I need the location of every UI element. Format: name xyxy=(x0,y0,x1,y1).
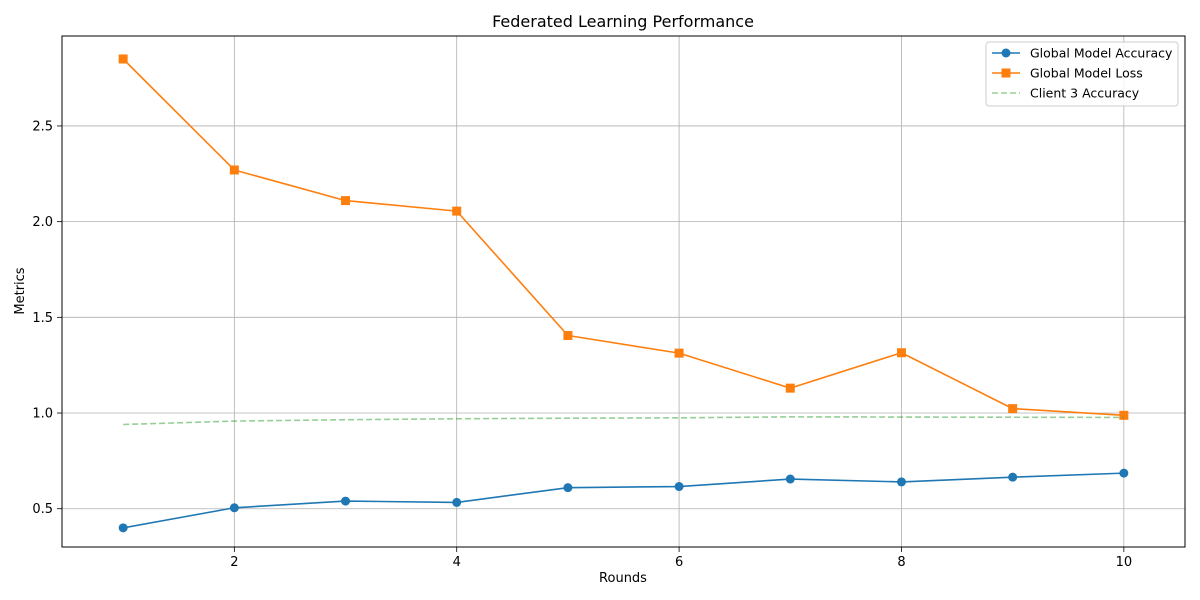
point-global-model-accuracy-round-4 xyxy=(452,497,462,507)
legend-label-global-model-loss: Global Model Loss xyxy=(1030,66,1143,81)
point-global-model-loss-round-7 xyxy=(785,383,795,393)
legend-marker-global-model-accuracy xyxy=(1001,48,1011,58)
point-global-model-accuracy-round-7 xyxy=(785,474,795,484)
point-global-model-accuracy-round-10 xyxy=(1119,468,1129,478)
plot-area-frame xyxy=(61,35,1186,548)
y-tick-label-0-5: 0.5 xyxy=(32,502,53,517)
legend-marker-global-model-loss xyxy=(1001,68,1011,78)
point-global-model-loss-round-6 xyxy=(674,348,684,358)
point-global-model-accuracy-round-1 xyxy=(118,523,128,533)
series-line-global-model-accuracy xyxy=(123,472,1124,529)
y-axis-label: Metrics xyxy=(13,267,28,314)
point-global-model-loss-round-3 xyxy=(341,196,351,206)
point-global-model-loss-round-5 xyxy=(563,331,573,341)
point-global-model-accuracy-round-9 xyxy=(1008,472,1018,482)
x-tick-label-8: 8 xyxy=(897,555,905,570)
series-layer xyxy=(118,54,1129,533)
x-axis-label: Rounds xyxy=(599,571,647,586)
x-axis-ticks: 2 4 6 8 10 xyxy=(230,547,1132,570)
point-global-model-accuracy-round-6 xyxy=(674,482,684,492)
point-global-model-loss-round-4 xyxy=(452,206,462,216)
series-client-3-accuracy xyxy=(123,416,1124,426)
x-tick-label-10: 10 xyxy=(1116,555,1133,570)
series-global-model-accuracy xyxy=(118,468,1129,533)
point-global-model-loss-round-2 xyxy=(229,165,239,175)
legend-entry-client-3-accuracy: Client 3 Accuracy xyxy=(992,86,1140,101)
legend-label-global-model-accuracy: Global Model Accuracy xyxy=(1030,46,1173,61)
point-global-model-accuracy-round-8 xyxy=(896,477,906,487)
y-tick-label-1-0: 1.0 xyxy=(32,407,53,422)
legend-box xyxy=(985,41,1179,107)
y-tick-label-2-5: 2.5 xyxy=(32,119,53,134)
point-global-model-loss-round-1 xyxy=(118,54,128,64)
x-tick-label-2: 2 xyxy=(230,555,238,570)
x-tick-label-4: 4 xyxy=(453,555,461,570)
legend-entry-global-model-loss: Global Model Loss xyxy=(992,66,1143,81)
y-axis-ticks: 0.5 1.0 1.5 2.0 2.5 xyxy=(32,119,62,517)
legend: Global Model Accuracy Global Model Loss … xyxy=(985,41,1179,107)
series-global-model-loss xyxy=(118,54,1129,420)
series-line-client-3-accuracy xyxy=(123,416,1124,426)
legend-entry-global-model-accuracy: Global Model Accuracy xyxy=(992,46,1173,61)
y-tick-label-2-0: 2.0 xyxy=(32,215,53,230)
x-tick-label-6: 6 xyxy=(675,555,683,570)
series-line-global-model-loss xyxy=(122,58,1124,417)
point-global-model-accuracy-round-3 xyxy=(341,496,351,506)
point-global-model-loss-round-9 xyxy=(1008,404,1018,414)
y-tick-label-1-5: 1.5 xyxy=(32,311,53,326)
point-global-model-loss-round-10 xyxy=(1119,410,1129,420)
legend-label-client-3-accuracy: Client 3 Accuracy xyxy=(1030,86,1140,101)
point-global-model-loss-round-8 xyxy=(896,348,906,358)
point-global-model-accuracy-round-5 xyxy=(563,483,573,493)
chart-title: Federated Learning Performance xyxy=(492,12,754,31)
grid-lines xyxy=(62,36,1185,547)
point-global-model-accuracy-round-2 xyxy=(229,503,239,513)
